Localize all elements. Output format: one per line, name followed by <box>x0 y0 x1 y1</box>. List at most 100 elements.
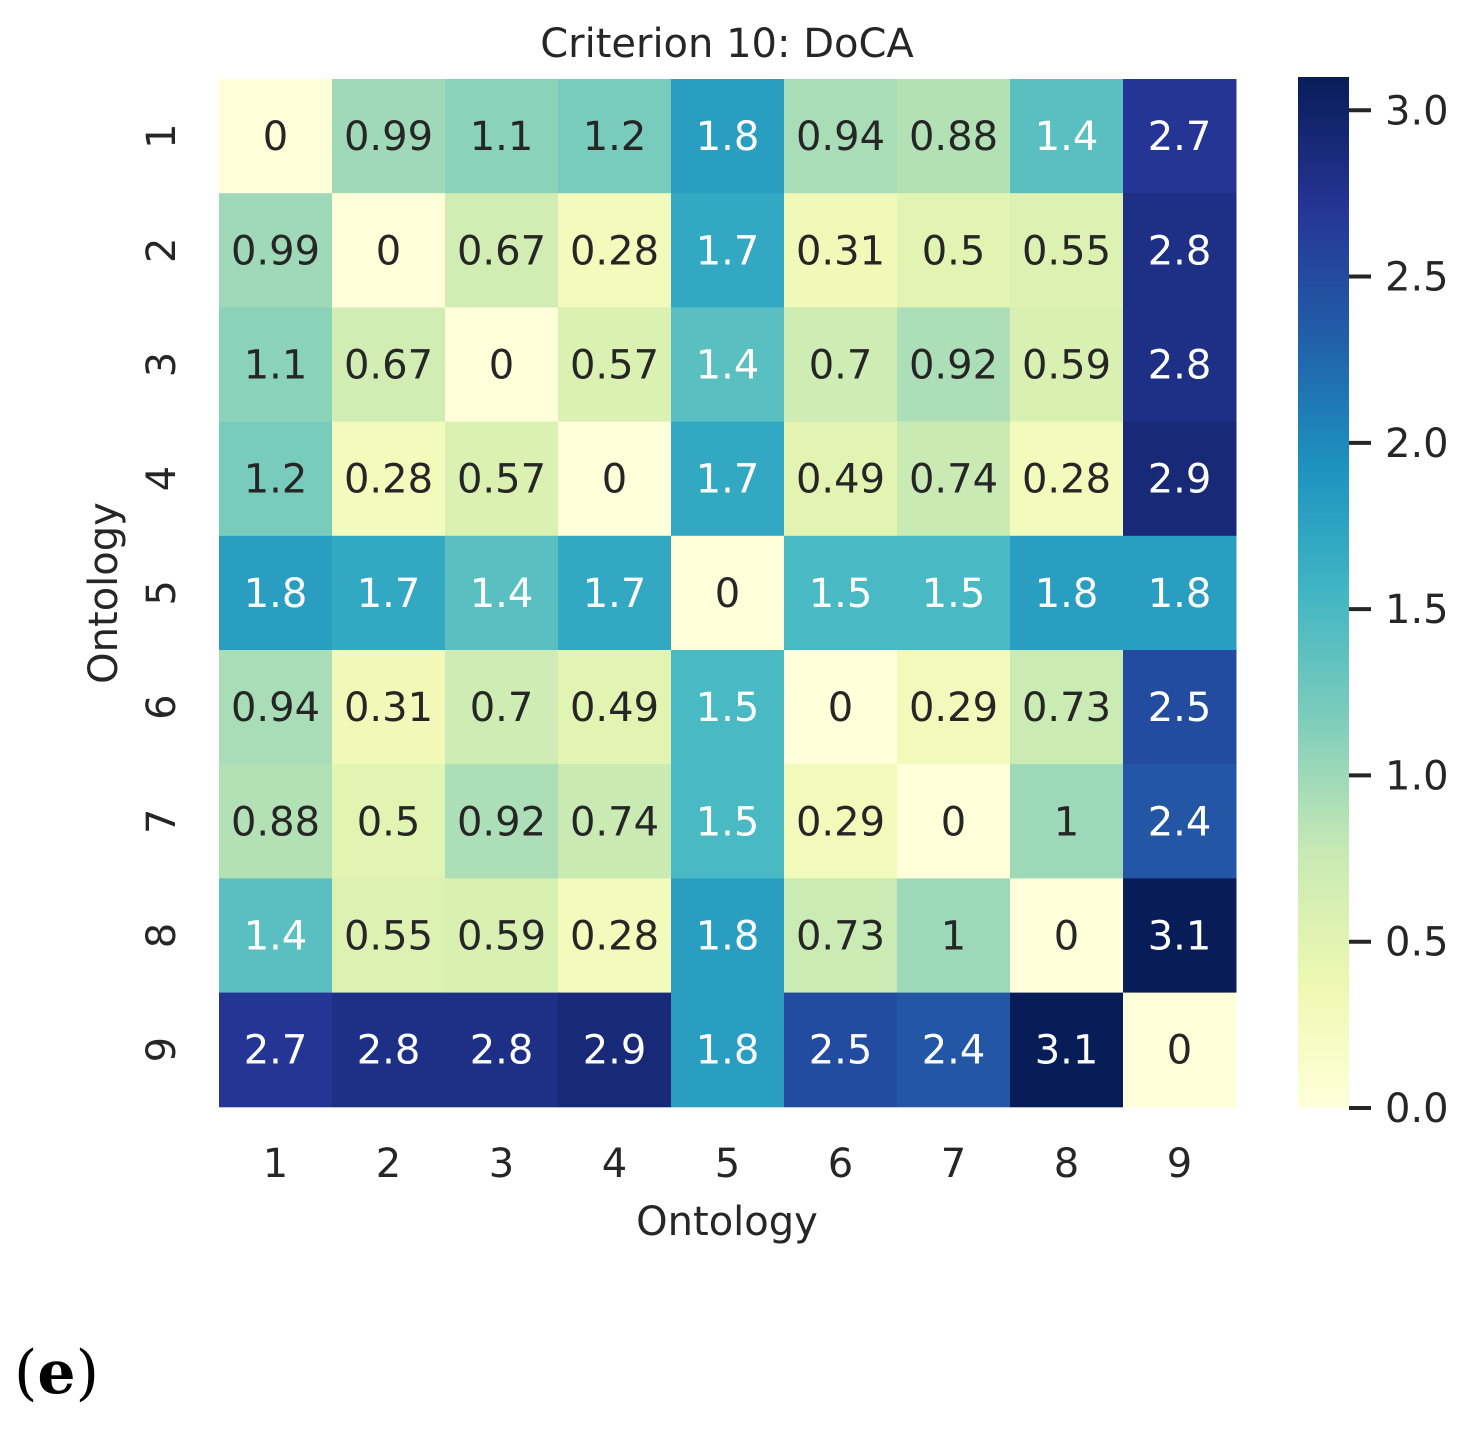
heatmap-cell <box>784 764 898 879</box>
cell-value-label: 0.5 <box>357 799 421 845</box>
x-tick-label: 3 <box>489 1141 514 1187</box>
cell-value-label: 1.5 <box>696 799 760 845</box>
heatmap-cell <box>445 421 559 537</box>
cell-value-label: 0.99 <box>231 228 320 274</box>
cell-value-label: 1.8 <box>696 1028 760 1074</box>
cell-value-label: 1.7 <box>696 457 760 503</box>
cell-value-label: 2.7 <box>244 1028 308 1074</box>
heatmap-cell <box>219 307 333 423</box>
cell-value-label: 1.8 <box>1148 571 1212 617</box>
cell-value-label: 0.31 <box>344 685 433 731</box>
cell-value-label: 0.88 <box>231 799 320 845</box>
cell-value-label: 0.73 <box>796 914 885 960</box>
cell-value-label: 0.28 <box>344 457 433 503</box>
heatmap-cell <box>445 992 559 1108</box>
cell-value-label: 1.2 <box>583 114 647 160</box>
heatmap-cell <box>445 764 559 879</box>
cell-value-label: 1.4 <box>1035 114 1099 160</box>
cell-value-label: 0.28 <box>1022 457 1111 503</box>
heatmap-cell <box>558 421 672 537</box>
heatmap-cell <box>897 878 1011 994</box>
cell-value-label: 0.49 <box>796 457 885 503</box>
y-tick-label: 5 <box>139 580 185 605</box>
heatmap-cell <box>332 193 446 308</box>
heatmap-cell <box>1123 193 1237 308</box>
x-tick-label: 2 <box>376 1141 401 1187</box>
cell-value-label: 2.4 <box>1148 799 1212 845</box>
heatmap-cell <box>897 535 1011 651</box>
y-tick-label: 9 <box>139 1037 185 1062</box>
heatmap-cell <box>1123 421 1237 537</box>
heatmap-cell <box>558 992 672 1108</box>
heatmap-cell <box>784 650 898 765</box>
heatmap-cell <box>219 79 333 194</box>
cell-value-label: 2.8 <box>1148 343 1212 389</box>
cell-value-label: 0.5 <box>922 228 986 274</box>
cell-value-label: 0.29 <box>909 685 998 731</box>
cell-value-label: 0.67 <box>457 228 546 274</box>
cell-value-label: 1.4 <box>470 571 534 617</box>
heatmap-cell <box>445 650 559 765</box>
cell-value-label: 2.7 <box>1148 114 1212 160</box>
heatmap-cell <box>784 878 898 994</box>
cell-value-label: 1.8 <box>1035 571 1099 617</box>
cell-value-label: 0 <box>602 457 627 503</box>
heatmap-cell <box>332 421 446 537</box>
cell-value-label: 2.8 <box>357 1028 421 1074</box>
y-tick-label: 3 <box>139 352 185 377</box>
colorbar <box>1298 77 1349 1108</box>
heatmap-cell <box>784 307 898 423</box>
heatmap-cell <box>1010 193 1124 308</box>
y-tick-labels: 1 2 3 4 5 6 7 8 9 <box>139 123 185 1062</box>
y-axis-label: Ontology <box>81 502 127 684</box>
cell-value-label: 0.31 <box>796 228 885 274</box>
heatmap-cell <box>671 764 785 879</box>
y-tick-label: 4 <box>139 466 185 491</box>
cell-value-label: 1.5 <box>809 571 873 617</box>
heatmap-cell <box>1123 878 1237 994</box>
x-tick-label: 7 <box>941 1141 966 1187</box>
cell-value-label: 0.7 <box>470 685 534 731</box>
colorbar-tick-label: 0.0 <box>1385 1086 1449 1132</box>
heatmap-cell <box>671 79 785 194</box>
heatmap-cell <box>671 307 785 423</box>
cell-value-label: 0.55 <box>344 914 433 960</box>
cell-value-label: 1.1 <box>470 114 534 160</box>
cell-value-label: 1 <box>941 914 966 960</box>
cell-value-label: 1.7 <box>583 571 647 617</box>
x-axis-label: Ontology <box>636 1199 818 1245</box>
colorbar-tick-label: 1.5 <box>1385 587 1449 633</box>
cell-value-label: 1.8 <box>696 914 760 960</box>
heatmap-cell <box>671 878 785 994</box>
heatmap-cell <box>1123 535 1237 651</box>
x-tick-label: 6 <box>828 1141 853 1187</box>
heatmap-cell <box>332 79 446 194</box>
cell-value-label: 0.59 <box>457 914 546 960</box>
heatmap-cell <box>219 878 333 994</box>
cell-value-label: 2.4 <box>922 1028 986 1074</box>
heatmap-cell <box>332 535 446 651</box>
cell-value-label: 1.4 <box>244 914 308 960</box>
cell-value-label: 2.5 <box>1148 685 1212 731</box>
heatmap-cell <box>897 307 1011 423</box>
heatmap-cell <box>671 193 785 308</box>
cell-value-label: 0.67 <box>344 343 433 389</box>
heatmap-cell <box>897 992 1011 1108</box>
cell-value-label: 1.8 <box>244 571 308 617</box>
colorbar-tick-label: 1.0 <box>1385 753 1449 799</box>
heatmap-cell <box>897 764 1011 879</box>
y-tick-label: 8 <box>139 923 185 948</box>
cell-value-label: 0 <box>941 799 966 845</box>
cell-value-label: 1.8 <box>696 114 760 160</box>
heatmap-cell <box>558 193 672 308</box>
heatmap-cell <box>332 878 446 994</box>
heatmap-cell <box>897 650 1011 765</box>
cell-value-label: 1 <box>1054 799 1079 845</box>
heatmap-cell <box>445 79 559 194</box>
colorbar-tick-label: 2.5 <box>1385 255 1449 301</box>
cell-value-label: 0.99 <box>344 114 433 160</box>
cell-value-label: 1.5 <box>922 571 986 617</box>
cell-value-label: 3.1 <box>1148 914 1212 960</box>
panel-letter: e <box>37 1338 76 1408</box>
cell-value-label: 0.28 <box>570 228 659 274</box>
